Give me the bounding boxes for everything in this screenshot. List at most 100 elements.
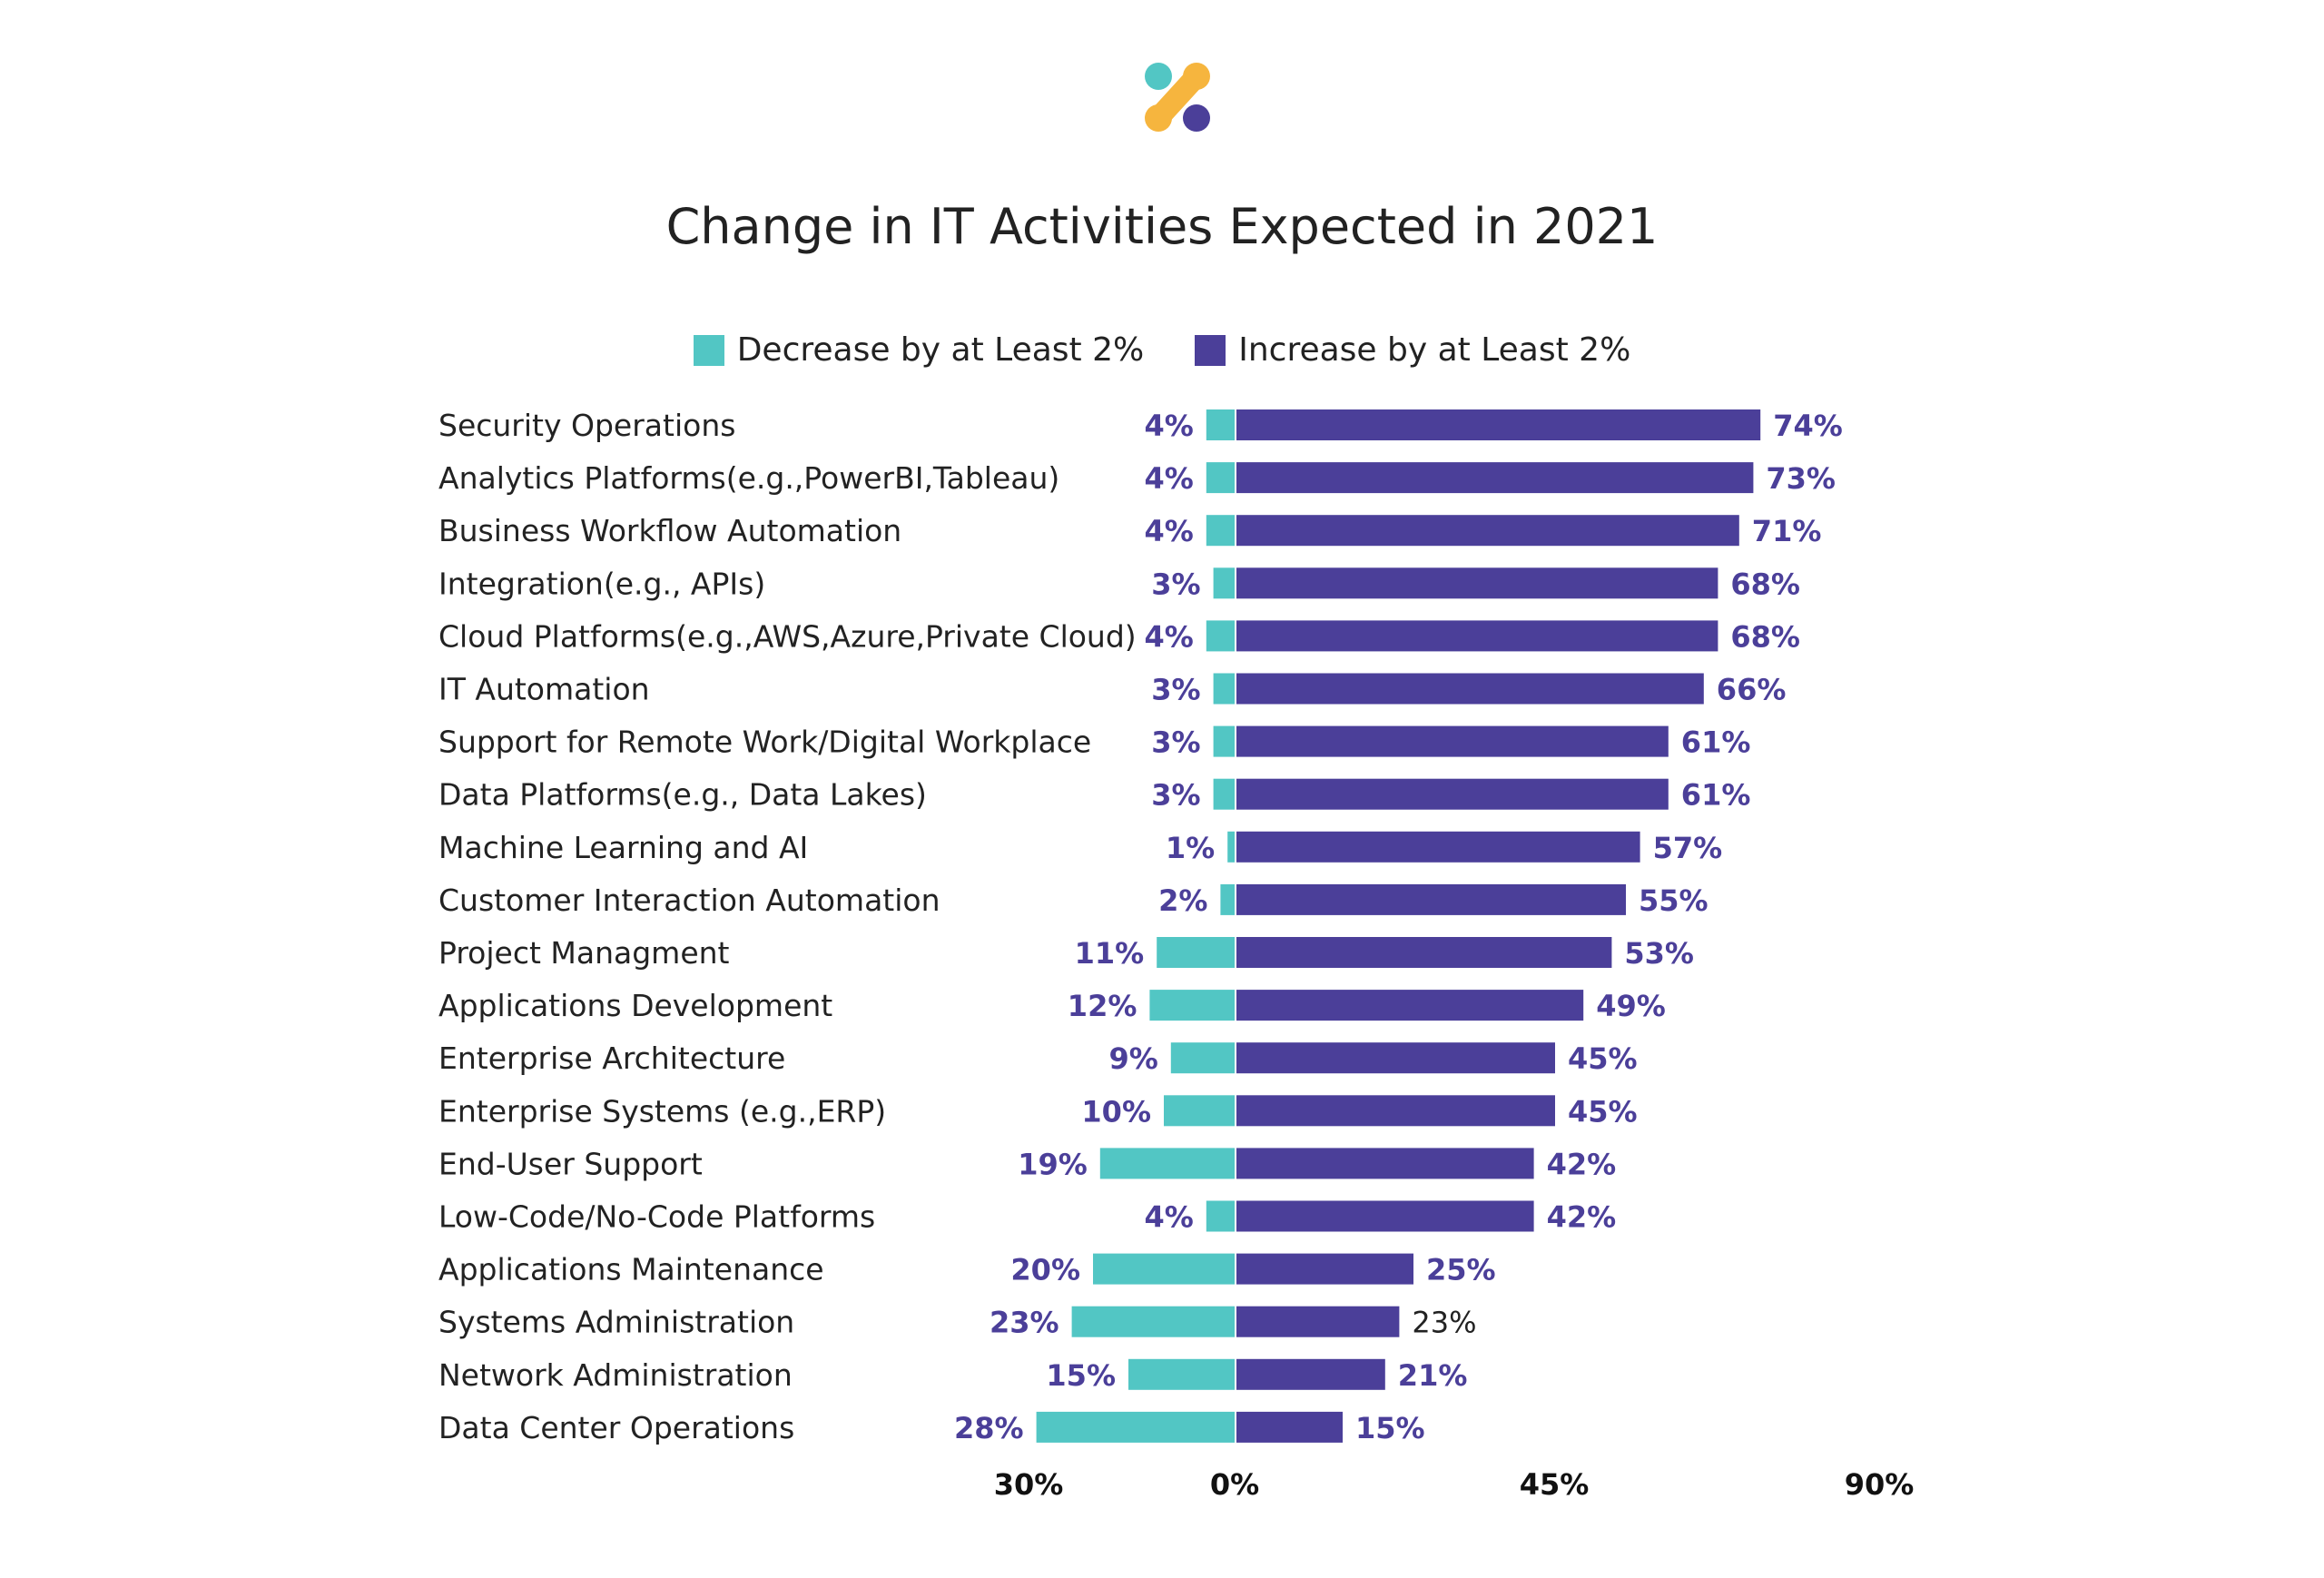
bar-increase (1236, 1148, 1534, 1179)
data-label-increase: 68% (1730, 619, 1800, 654)
brand-logo (1145, 63, 1210, 132)
chart-title: Change in IT Activities Expected in 2021 (665, 198, 1659, 255)
category-label: Systems Administration (438, 1305, 794, 1340)
bar-decrease (1071, 1306, 1235, 1337)
legend-swatch-increase (1195, 334, 1226, 366)
category-label: Enterprise Systems (e.g.,ERP) (438, 1093, 886, 1129)
data-label-decrease: 4% (1144, 1200, 1193, 1235)
legend-label-decrease: Decrease by at Least 2% (736, 331, 1145, 369)
category-label: IT Automation (438, 672, 650, 707)
bar-increase (1236, 1358, 1385, 1390)
bar-decrease (1206, 515, 1235, 547)
bar-increase (1236, 778, 1669, 810)
category-label: Business Workflow Automation (438, 513, 901, 548)
bar-decrease (1128, 1358, 1235, 1390)
bar-decrease (1170, 1042, 1235, 1074)
bar-increase (1236, 831, 1640, 863)
data-label-decrease: 1% (1166, 831, 1215, 865)
data-label-increase: 42% (1547, 1200, 1617, 1235)
data-label-increase: 23% (1412, 1306, 1476, 1340)
data-label-increase: 55% (1639, 883, 1709, 918)
logo-orange-link (1147, 65, 1207, 129)
data-label-increase: 57% (1653, 831, 1723, 865)
category-label: Security Operations (438, 408, 735, 443)
data-label-increase: 42% (1547, 1147, 1617, 1181)
bar-increase (1236, 990, 1584, 1021)
chart-legend: Decrease by at Least 2% Increase by at L… (0, 331, 2324, 369)
data-label-increase: 21% (1398, 1358, 1468, 1393)
data-label-decrease: 3% (1151, 725, 1200, 760)
x-tick-label: 0% (1210, 1467, 1259, 1502)
bar-increase (1236, 409, 1761, 440)
data-label-decrease: 12% (1068, 989, 1137, 1023)
bar-increase (1236, 725, 1669, 757)
category-label: Analytics Platforms(e.g.,PowerBI,Tableau… (438, 460, 1059, 496)
data-label-increase: 15% (1355, 1411, 1425, 1445)
bar-increase (1236, 620, 1718, 652)
category-label: Low-Code/No-Code Platforms (438, 1199, 875, 1235)
legend-swatch-decrease (693, 334, 724, 366)
data-label-decrease: 3% (1151, 778, 1200, 813)
bar-decrease (1206, 462, 1235, 494)
data-label-increase: 73% (1766, 461, 1836, 496)
data-label-decrease: 4% (1144, 514, 1193, 548)
data-label-decrease: 3% (1151, 673, 1200, 707)
bar-decrease (1206, 1200, 1235, 1232)
data-label-decrease: 23% (990, 1306, 1059, 1340)
category-label: Data Platforms(e.g., Data Lakes) (438, 777, 927, 813)
category-label: End-User Support (438, 1146, 703, 1181)
bar-decrease (1093, 1253, 1235, 1285)
x-tick-label: 45% (1520, 1467, 1590, 1502)
category-label: Integration(e.g., APIs) (438, 566, 765, 601)
bar-increase (1236, 883, 1626, 915)
bar-increase (1236, 1042, 1555, 1074)
bar-decrease (1213, 725, 1235, 757)
data-label-decrease: 3% (1151, 567, 1200, 601)
category-label: Support for Remote Work/Digital Workplac… (438, 725, 1091, 760)
category-label: Enterprise Architecture (438, 1040, 785, 1076)
data-label-increase: 66% (1717, 673, 1787, 707)
data-label-decrease: 10% (1081, 1094, 1151, 1129)
data-label-increase: 74% (1773, 409, 1843, 443)
data-label-increase: 61% (1681, 778, 1751, 813)
data-label-decrease: 4% (1144, 461, 1193, 496)
bar-decrease (1213, 778, 1235, 810)
bar-decrease (1036, 1411, 1235, 1443)
category-label: Network Administration (438, 1357, 793, 1393)
legend-item-increase: Increase by at Least 2% (1195, 331, 1630, 369)
data-label-decrease: 28% (954, 1411, 1024, 1445)
bar-increase (1236, 1253, 1413, 1285)
bar-increase (1236, 515, 1739, 547)
category-label: Applications Development (438, 988, 832, 1023)
data-label-increase: 71% (1752, 514, 1822, 548)
bar-increase (1236, 937, 1612, 968)
category-label: Customer Interaction Automation (438, 883, 940, 918)
x-tick-label: 90% (1845, 1467, 1915, 1502)
data-label-decrease: 2% (1158, 883, 1207, 918)
bar-increase (1236, 1200, 1534, 1232)
bar-decrease (1206, 409, 1235, 440)
data-label-increase: 68% (1730, 567, 1800, 601)
data-label-decrease: 15% (1046, 1358, 1116, 1393)
bar-decrease (1157, 937, 1235, 968)
bar-decrease (1099, 1148, 1235, 1179)
bar-increase (1236, 567, 1718, 599)
category-label: Applications Maintenance (438, 1252, 824, 1287)
bar-decrease (1149, 990, 1235, 1021)
data-label-decrease: 9% (1108, 1041, 1157, 1076)
bar-increase (1236, 1095, 1555, 1127)
data-label-increase: 53% (1624, 936, 1694, 971)
data-label-increase: 45% (1568, 1041, 1638, 1076)
bar-increase (1236, 673, 1704, 705)
data-label-increase: 49% (1596, 989, 1666, 1023)
bar-decrease (1220, 883, 1235, 915)
data-label-increase: 25% (1426, 1253, 1496, 1287)
bar-decrease (1213, 567, 1235, 599)
logo-teal-dot (1145, 63, 1172, 90)
bar-decrease (1206, 620, 1235, 652)
bar-decrease (1164, 1095, 1235, 1127)
logo-mark (1145, 63, 1210, 132)
data-label-increase: 45% (1568, 1094, 1638, 1129)
category-label: Machine Learning and AI (438, 830, 808, 865)
bar-increase (1236, 462, 1754, 494)
